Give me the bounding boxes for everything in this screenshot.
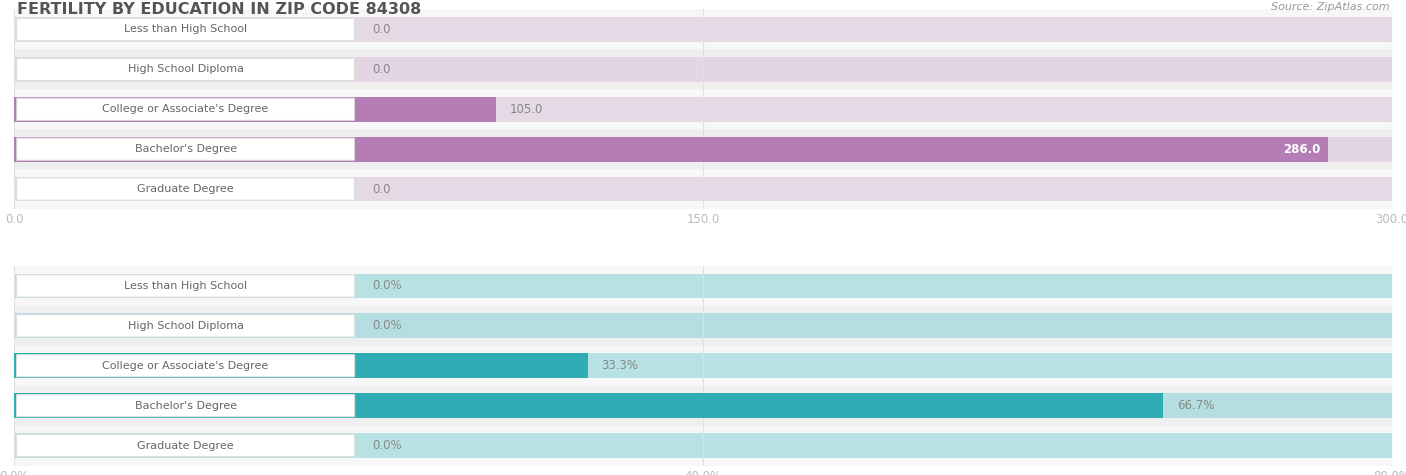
Text: Graduate Degree: Graduate Degree: [138, 440, 233, 451]
Bar: [14, 129, 1392, 169]
Bar: [14, 393, 1163, 418]
Text: Bachelor's Degree: Bachelor's Degree: [135, 400, 236, 411]
Bar: [14, 353, 588, 378]
Bar: [14, 177, 1392, 201]
FancyBboxPatch shape: [17, 178, 354, 200]
Text: 66.7%: 66.7%: [1177, 399, 1213, 412]
Bar: [14, 306, 1392, 346]
Text: 0.0%: 0.0%: [373, 279, 402, 293]
Bar: [14, 314, 1392, 338]
Bar: [14, 49, 1392, 89]
Text: 0.0: 0.0: [373, 63, 391, 76]
FancyBboxPatch shape: [17, 98, 354, 120]
Bar: [14, 426, 1392, 466]
Text: High School Diploma: High School Diploma: [128, 321, 243, 331]
Text: High School Diploma: High School Diploma: [128, 64, 243, 75]
Text: Less than High School: Less than High School: [124, 24, 247, 35]
Bar: [14, 386, 1392, 426]
Bar: [14, 17, 1392, 42]
Text: FERTILITY BY EDUCATION IN ZIP CODE 84308: FERTILITY BY EDUCATION IN ZIP CODE 84308: [17, 2, 422, 18]
FancyBboxPatch shape: [17, 355, 354, 377]
Bar: [14, 137, 1392, 162]
FancyBboxPatch shape: [17, 435, 354, 456]
Text: 286.0: 286.0: [1284, 142, 1320, 156]
FancyBboxPatch shape: [17, 315, 354, 337]
Bar: [14, 137, 1327, 162]
Text: 0.0%: 0.0%: [373, 319, 402, 332]
Text: 0.0%: 0.0%: [373, 439, 402, 452]
Bar: [14, 10, 1392, 49]
Bar: [14, 57, 1392, 82]
Text: 0.0: 0.0: [373, 182, 391, 196]
Bar: [14, 433, 1392, 458]
Text: Graduate Degree: Graduate Degree: [138, 184, 233, 194]
FancyBboxPatch shape: [17, 58, 354, 80]
Bar: [14, 393, 1392, 418]
Text: College or Associate's Degree: College or Associate's Degree: [103, 104, 269, 114]
Bar: [14, 353, 1392, 378]
Text: Less than High School: Less than High School: [124, 281, 247, 291]
Text: 0.0: 0.0: [373, 23, 391, 36]
Bar: [14, 266, 1392, 306]
FancyBboxPatch shape: [17, 19, 354, 40]
Text: 105.0: 105.0: [510, 103, 544, 116]
Bar: [14, 89, 1392, 129]
Text: 33.3%: 33.3%: [602, 359, 638, 372]
Text: Bachelor's Degree: Bachelor's Degree: [135, 144, 236, 154]
Text: College or Associate's Degree: College or Associate's Degree: [103, 361, 269, 371]
Bar: [14, 97, 1392, 122]
Bar: [14, 169, 1392, 209]
Bar: [14, 274, 1392, 298]
FancyBboxPatch shape: [17, 275, 354, 297]
Bar: [14, 97, 496, 122]
FancyBboxPatch shape: [17, 138, 354, 160]
Bar: [14, 346, 1392, 386]
FancyBboxPatch shape: [17, 395, 354, 417]
Text: Source: ZipAtlas.com: Source: ZipAtlas.com: [1271, 2, 1389, 12]
